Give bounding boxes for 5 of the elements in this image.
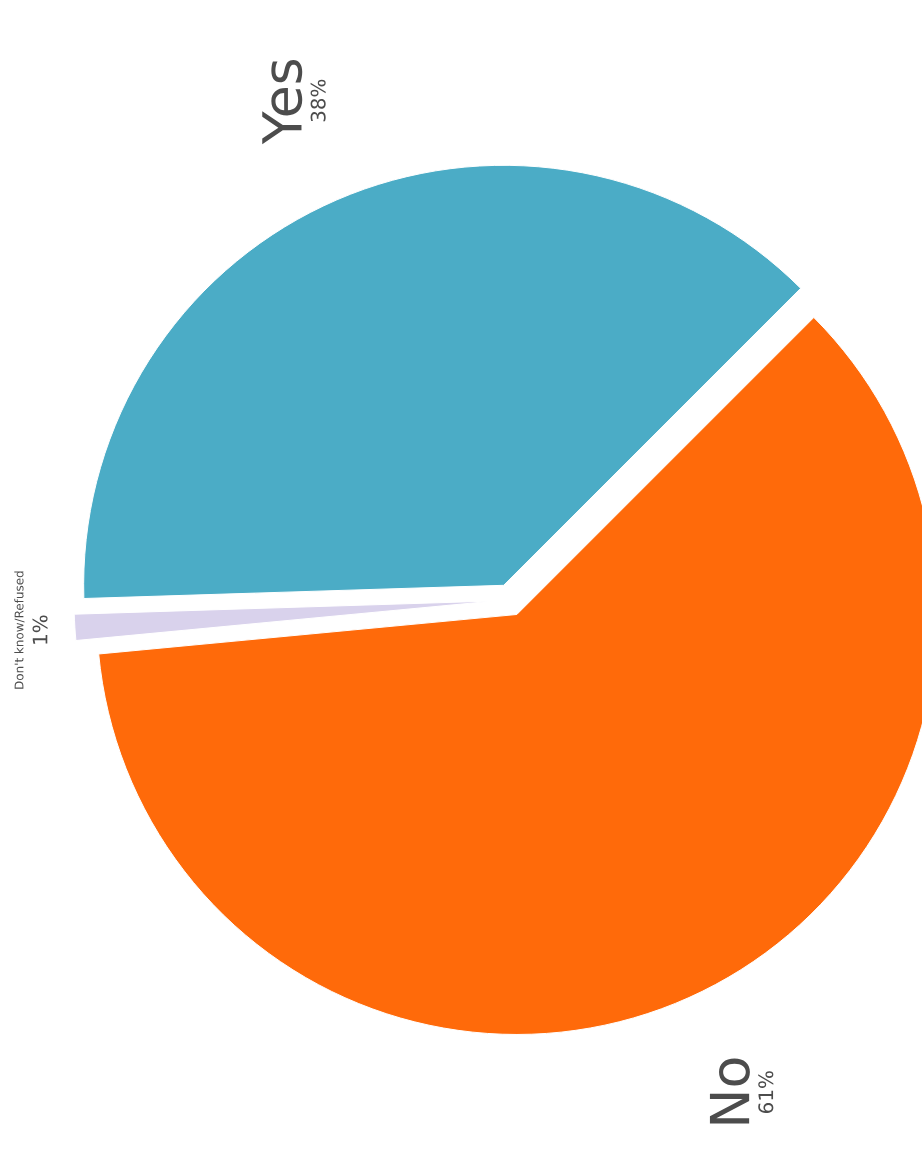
data-label: 38%	[310, 79, 326, 122]
slice-label: No	[709, 1058, 750, 1124]
data-label: 61%	[758, 1071, 774, 1113]
data-label: 1%	[32, 615, 48, 644]
slice-label: Yes	[262, 59, 303, 145]
